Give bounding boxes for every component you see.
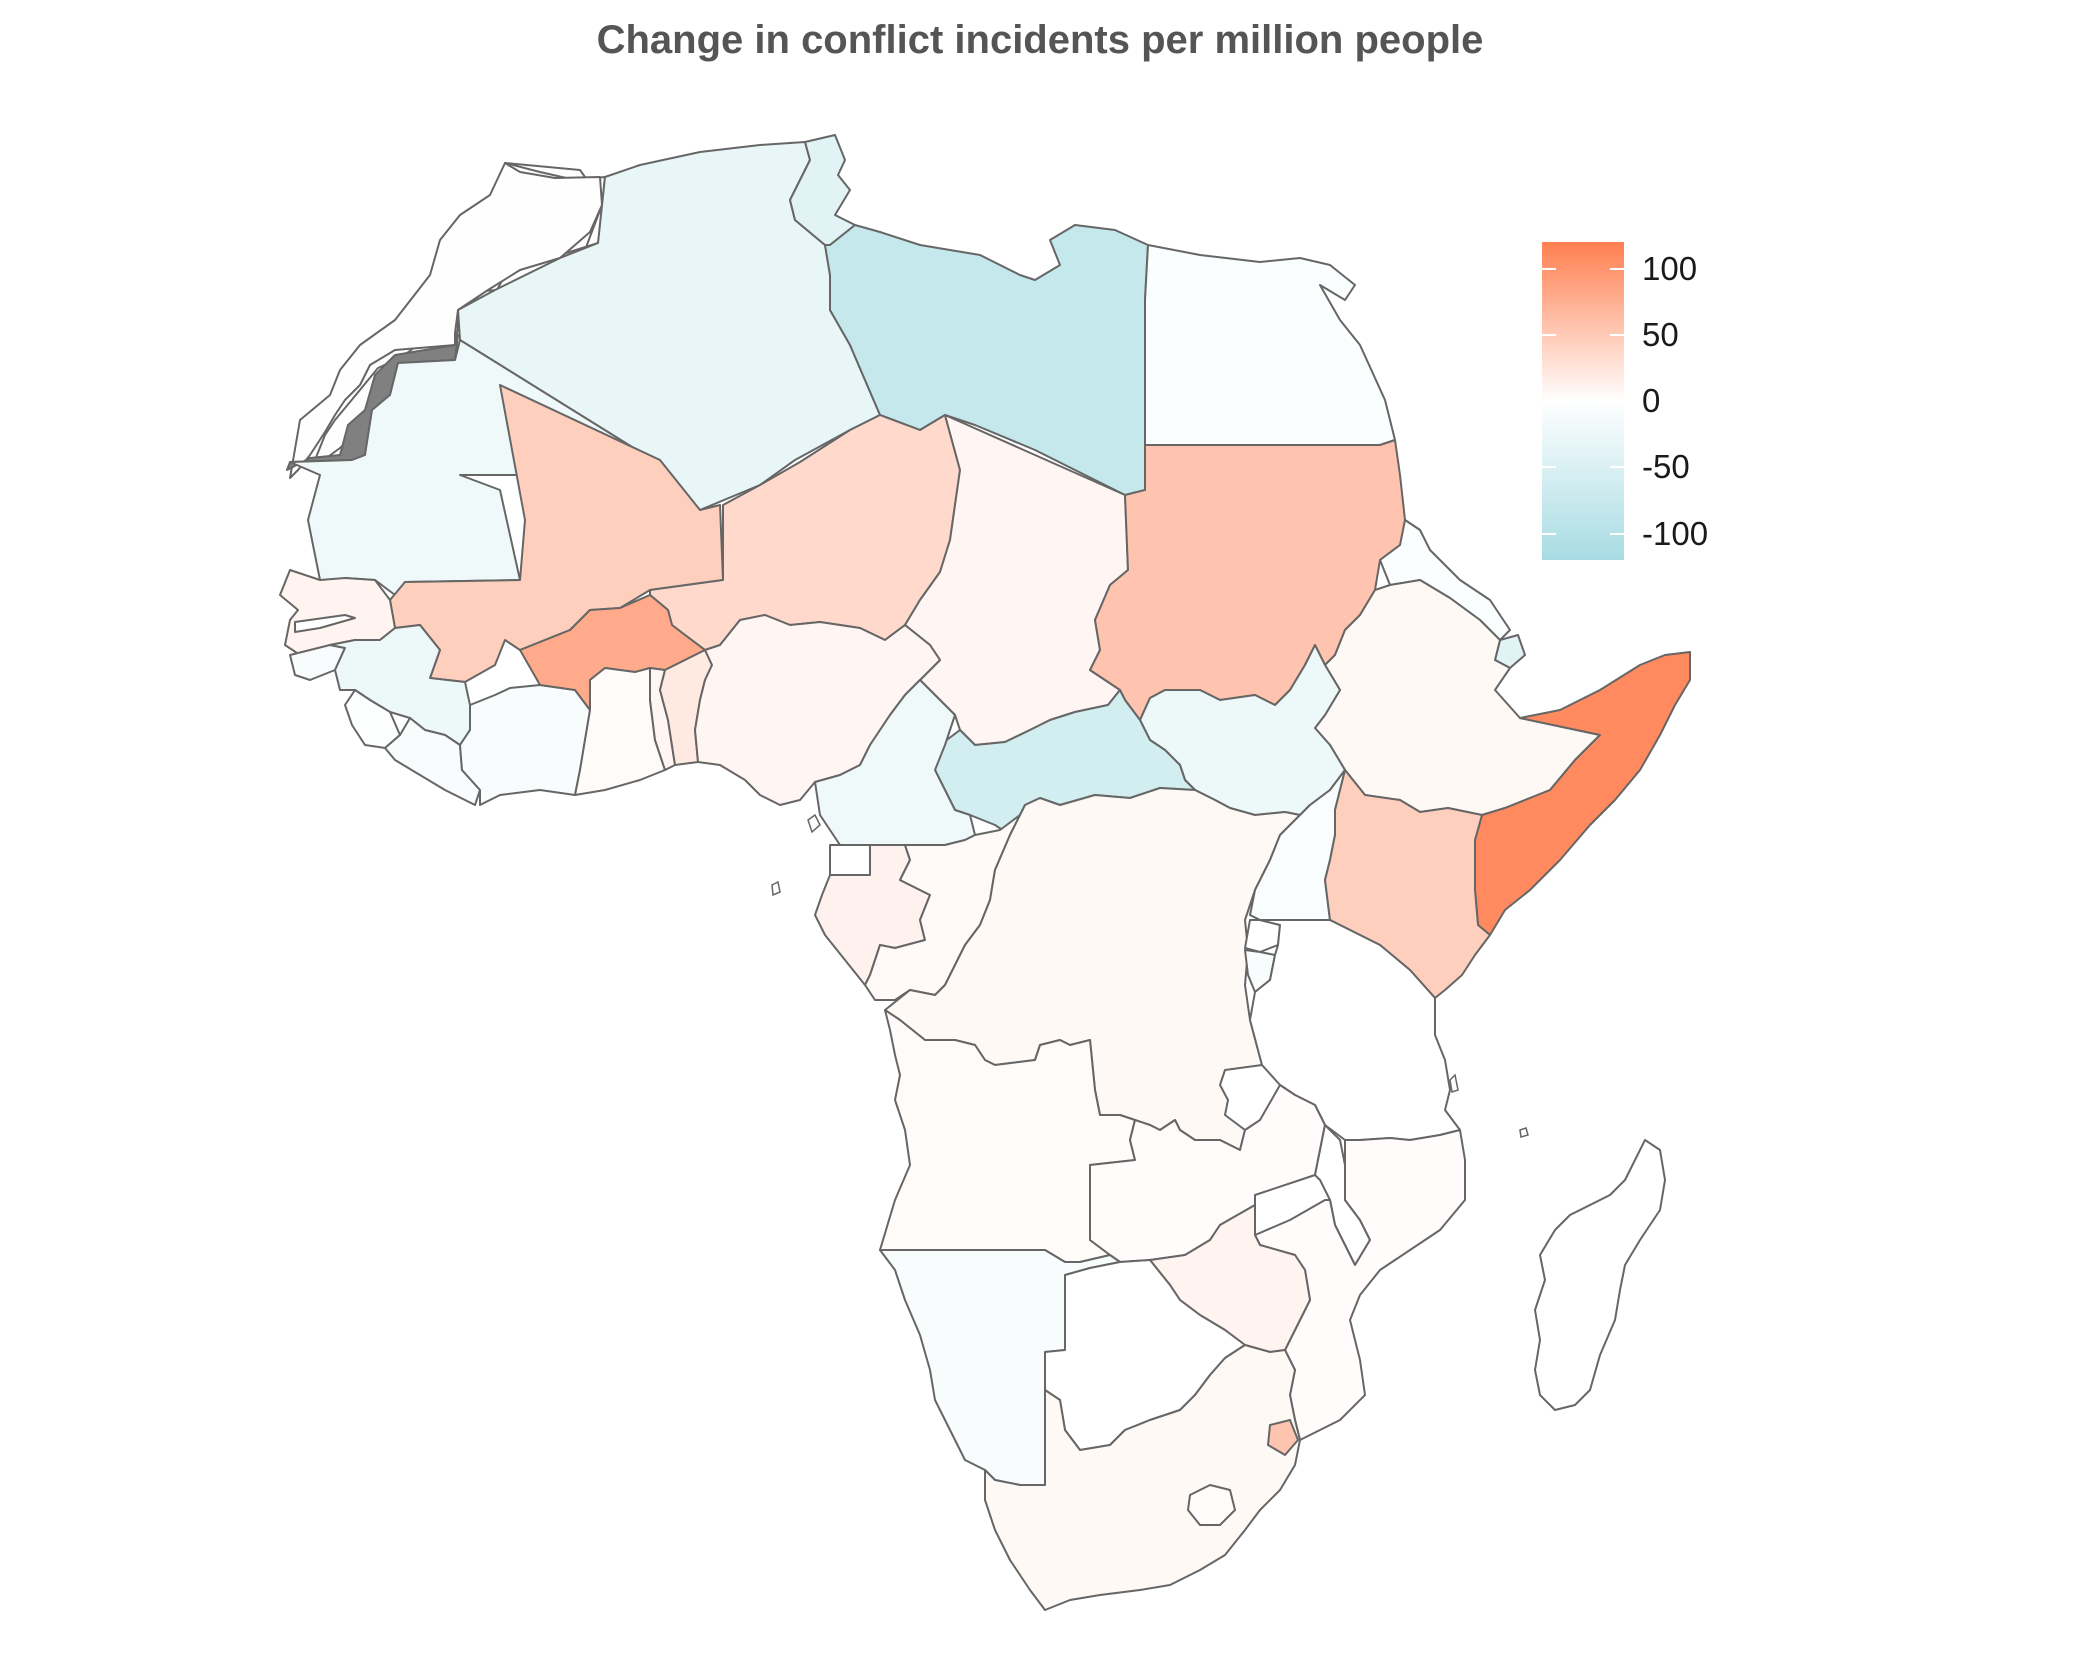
region-lesotho[interactable] — [1187, 1484, 1236, 1526]
region-kenya[interactable] — [1324, 769, 1491, 999]
legend-tick-label: 100 — [1642, 249, 1698, 287]
region-ghana[interactable] — [574, 667, 666, 796]
region-gambia[interactable] — [294, 614, 356, 633]
region-mali[interactable] — [389, 384, 724, 683]
region-equatorial-guinea[interactable] — [829, 844, 871, 876]
region-madagascar[interactable] — [1534, 1139, 1666, 1411]
island-sao-tome — [771, 880, 781, 897]
region-egypt[interactable] — [1144, 244, 1396, 446]
region-central-african-republic[interactable] — [934, 689, 1196, 836]
legend-tick-label: -100 — [1642, 514, 1709, 552]
island-bioko — [807, 813, 821, 834]
region-cote-divoire[interactable] — [459, 684, 591, 806]
legend-tick-label: 50 — [1642, 315, 1679, 353]
island-zanzibar — [1449, 1073, 1459, 1093]
region-somalia[interactable] — [1474, 651, 1691, 936]
region-rwanda[interactable] — [1244, 919, 1281, 953]
legend-tick-label: -50 — [1642, 448, 1690, 486]
map-title: Change in conflict incidents per million… — [596, 18, 1484, 62]
region-south-africa[interactable] — [984, 1344, 1301, 1611]
region-morocco-main[interactable] — [289, 162, 603, 479]
region-eswatini[interactable] — [1267, 1419, 1299, 1456]
island-comoros — [1519, 1127, 1529, 1138]
legend-tick-label: 0 — [1642, 382, 1661, 419]
color-legend: 100 50 0 -50 -100 — [1542, 242, 1742, 572]
